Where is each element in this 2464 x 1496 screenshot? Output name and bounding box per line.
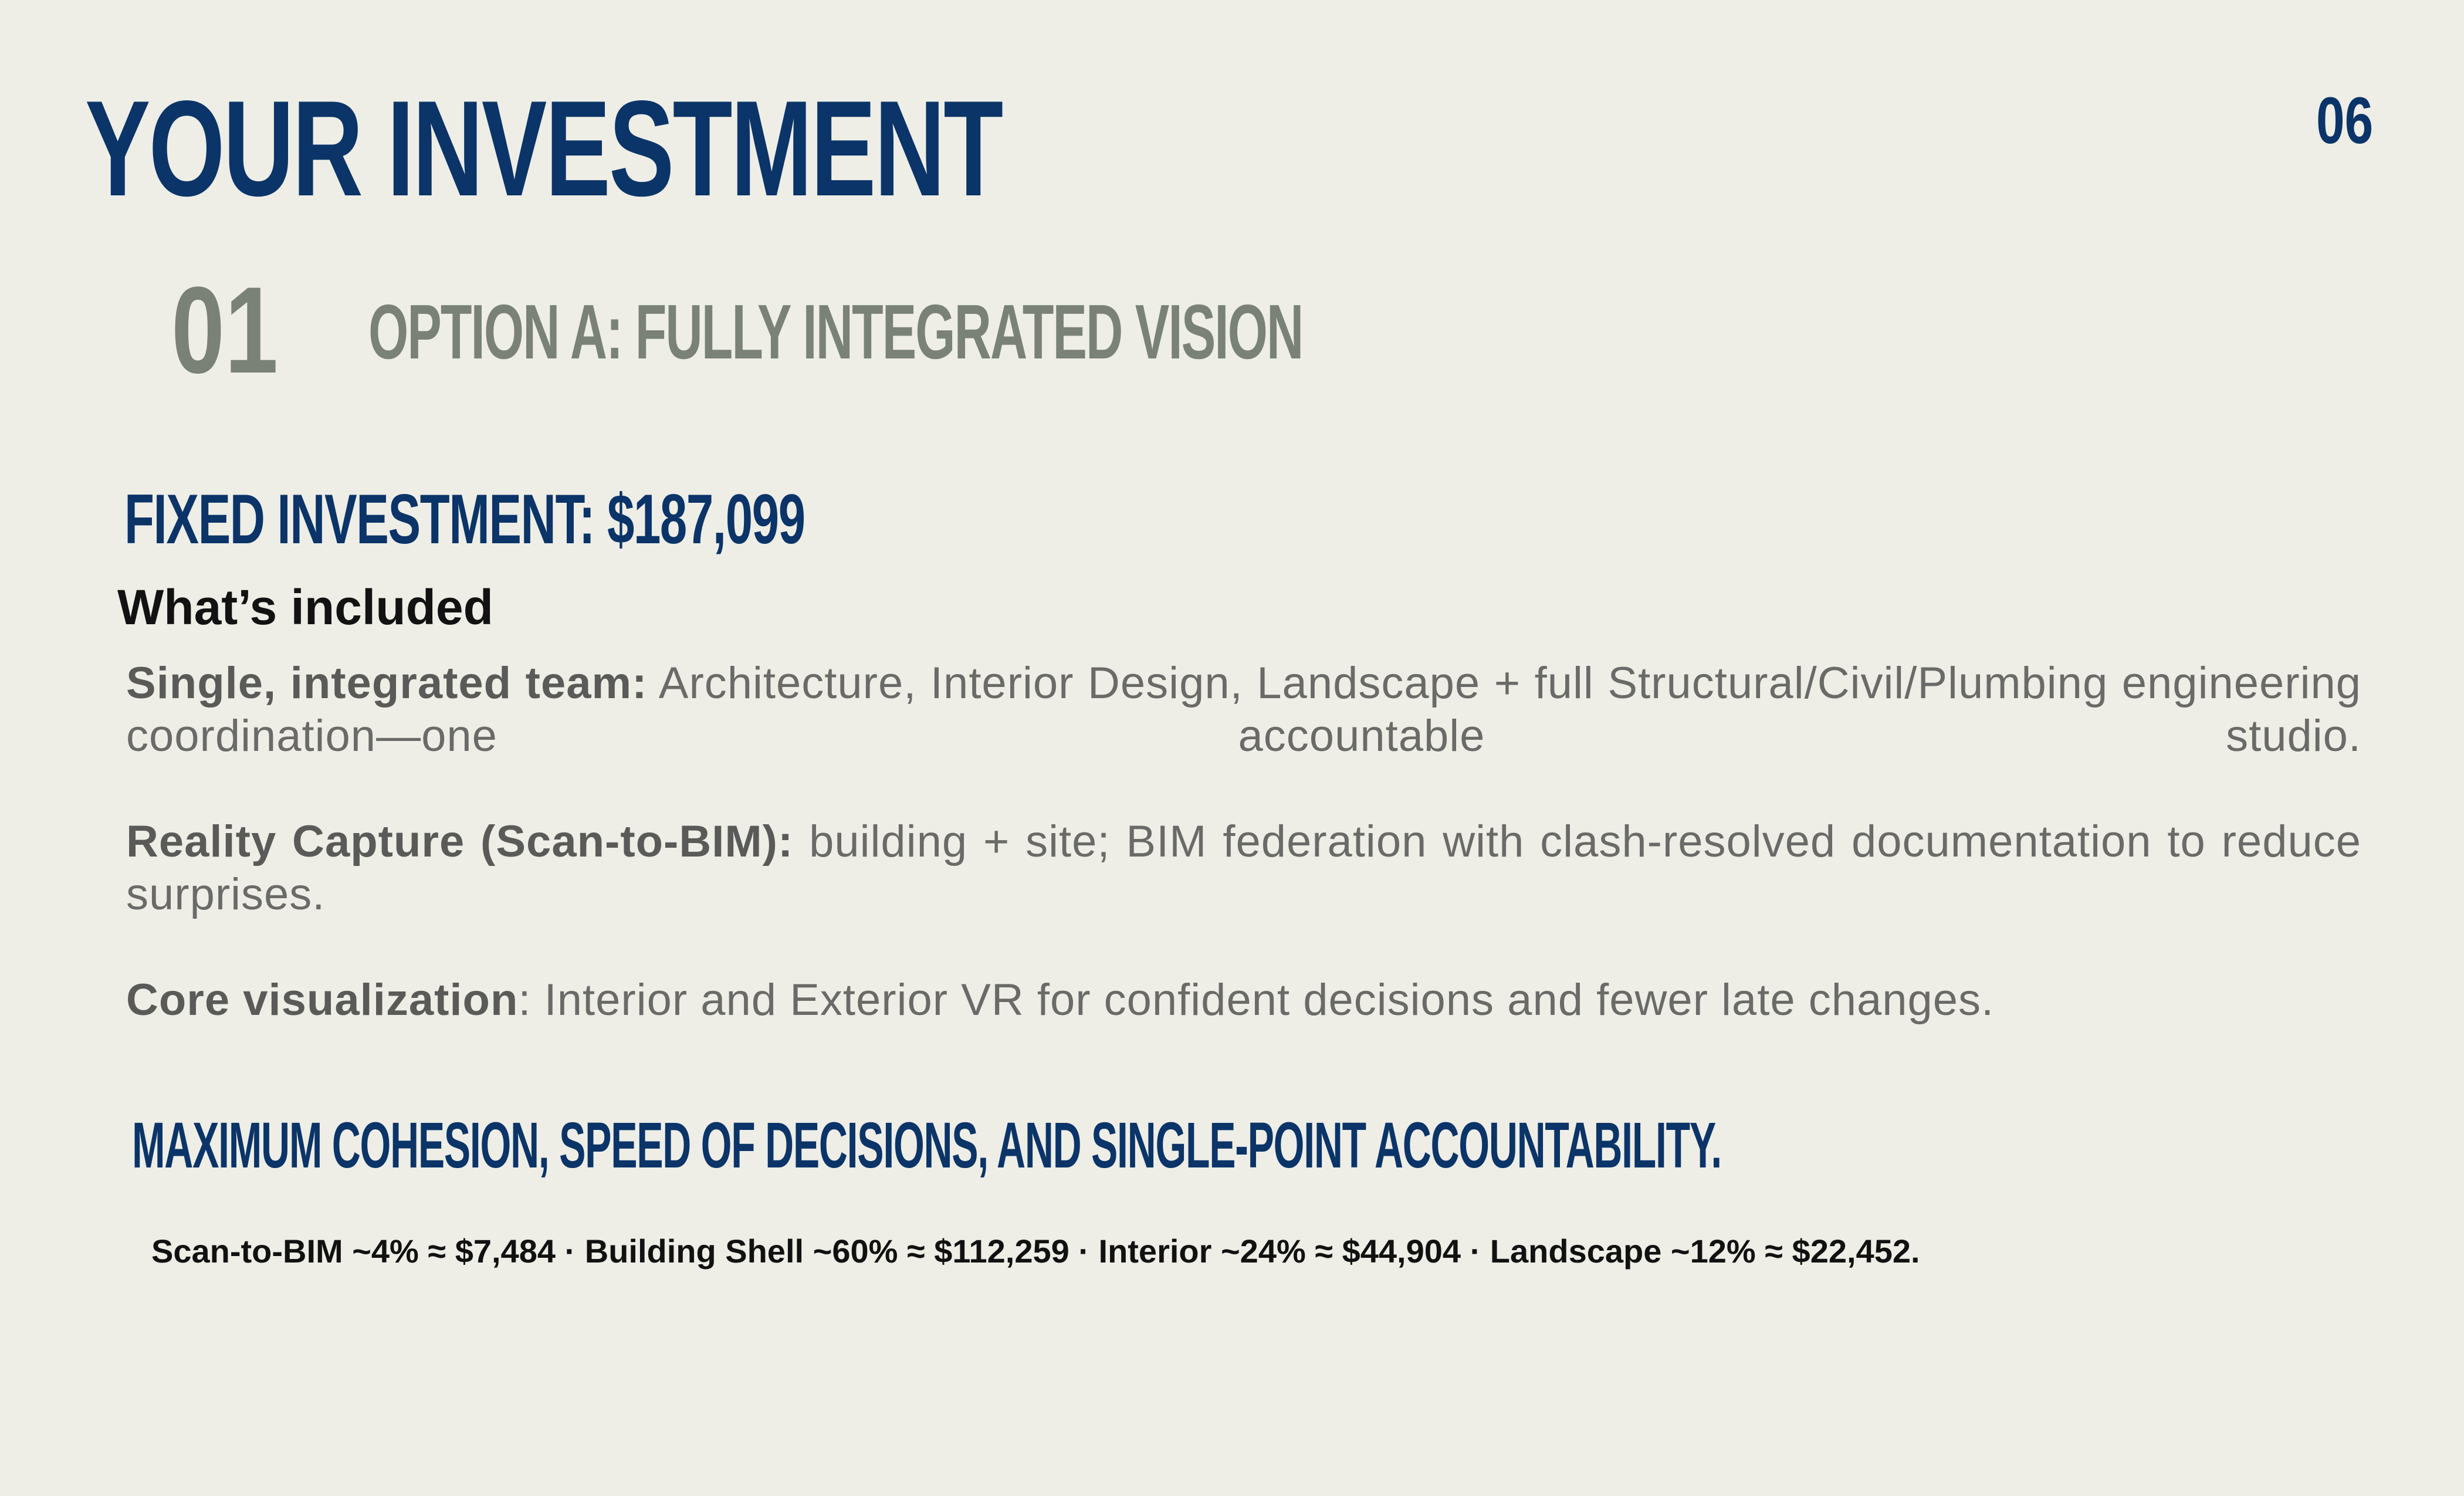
fixed-investment-heading: FIXED INVESTMENT: $187,099 <box>124 480 805 559</box>
cost-breakdown: Scan-to-BIM ~4% ≈ $7,484 · Building Shel… <box>151 1233 1920 1270</box>
section-number: 01 <box>171 261 279 399</box>
included-item-text: : Interior and Exterior VR for confident… <box>518 975 1995 1025</box>
included-item-team: Single, integrated team: Architecture, I… <box>126 657 2361 763</box>
tagline: MAXIMUM COHESION, SPEED OF DECISIONS, AN… <box>132 1109 1722 1182</box>
included-item-text: building + site; BIM federation with cla… <box>126 817 2361 919</box>
page-title: YOUR INVESTMENT <box>85 73 1003 225</box>
whats-included-heading: What’s included <box>117 580 493 635</box>
included-item-reality-capture: Reality Capture (Scan-to-BIM): building … <box>126 815 2361 921</box>
included-item-label: Reality Capture (Scan-to-BIM): <box>126 817 794 867</box>
included-item-visualization: Core visualization: Interior and Exterio… <box>126 974 2361 1027</box>
included-item-text: Architecture, Interior Design, Landscape… <box>126 658 2361 761</box>
page-number: 06 <box>2316 84 2374 157</box>
option-title: OPTION A: FULLY INTEGRATED VISION <box>368 289 1304 375</box>
included-item-label: Core visualization <box>126 975 519 1025</box>
included-item-label: Single, integrated team: <box>126 658 648 708</box>
